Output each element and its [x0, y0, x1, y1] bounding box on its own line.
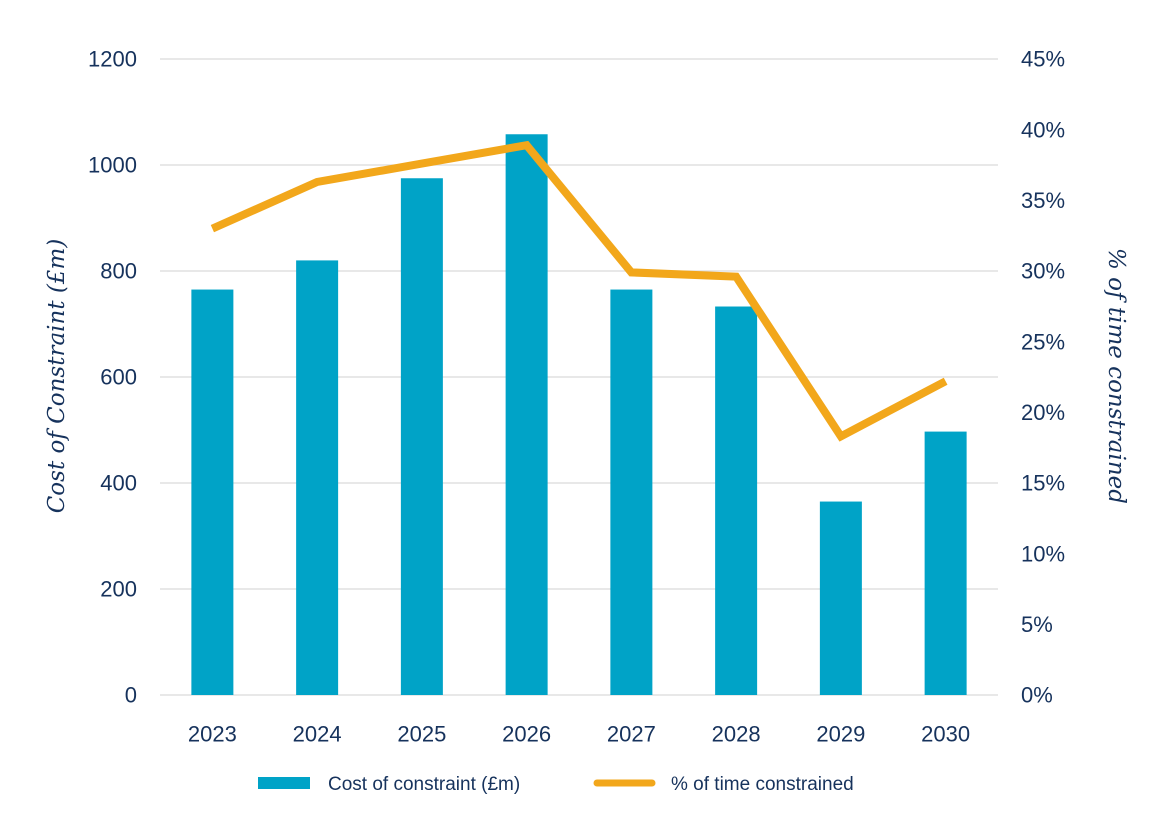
- right-tick-label: 10%: [1021, 541, 1065, 566]
- right-tick-label: 40%: [1021, 117, 1065, 142]
- right-tick-label: 45%: [1021, 47, 1065, 72]
- bar: [819, 501, 862, 695]
- left-axis-title: Cost of Constraint (£m): [44, 239, 70, 514]
- bar: [400, 178, 443, 695]
- right-axis-title: % of time constrained: [1103, 248, 1129, 504]
- x-tick-label: 2026: [502, 722, 551, 747]
- left-tick-label: 1000: [88, 153, 137, 178]
- right-axis-ticks: 0% 5% 10% 15% 20% 25% 30% 35% 40% 45%: [1021, 47, 1065, 708]
- bar: [610, 289, 653, 695]
- x-tick-label: 2027: [607, 722, 656, 747]
- x-axis-ticks: 2023 2024 2025 2026 2027 2028 2029 2030: [188, 722, 970, 747]
- right-tick-label: 0%: [1021, 683, 1053, 708]
- bar: [924, 431, 967, 695]
- legend-swatch-bar: [258, 777, 310, 789]
- bar: [296, 260, 339, 695]
- right-tick-label: 35%: [1021, 188, 1065, 213]
- right-tick-label: 20%: [1021, 400, 1065, 425]
- x-tick-label: 2030: [921, 722, 970, 747]
- left-tick-label: 800: [100, 259, 137, 284]
- left-tick-label: 1200: [88, 47, 137, 72]
- right-tick-label: 15%: [1021, 471, 1065, 496]
- bar: [715, 306, 758, 695]
- legend-label-bar: Cost of constraint (£m): [328, 774, 520, 795]
- legend-label-line: % of time constrained: [671, 774, 854, 795]
- legend: Cost of constraint (£m) % of time constr…: [258, 774, 854, 795]
- right-tick-label: 25%: [1021, 329, 1065, 354]
- right-tick-label: 30%: [1021, 259, 1065, 284]
- x-tick-label: 2029: [816, 722, 865, 747]
- bar-series: [191, 134, 967, 695]
- line-series: [210, 140, 948, 442]
- left-tick-label: 400: [100, 471, 137, 496]
- x-tick-label: 2023: [188, 722, 237, 747]
- left-axis-ticks: 0 200 400 600 800 1000 1200: [88, 47, 137, 708]
- right-tick-label: 5%: [1021, 612, 1053, 637]
- left-tick-label: 200: [100, 577, 137, 602]
- x-tick-label: 2028: [712, 722, 761, 747]
- left-tick-label: 600: [100, 365, 137, 390]
- bar: [191, 289, 234, 695]
- left-tick-label: 0: [125, 683, 137, 708]
- x-tick-label: 2024: [293, 722, 342, 747]
- series-line: [210, 140, 948, 442]
- bar: [505, 134, 548, 695]
- x-tick-label: 2025: [397, 722, 446, 747]
- gridlines: [160, 58, 998, 696]
